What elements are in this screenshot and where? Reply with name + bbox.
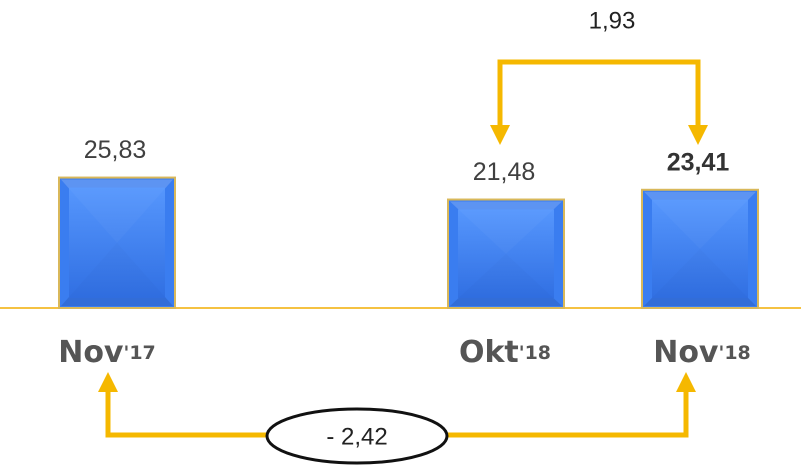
bracket-bottom-right <box>446 372 696 438</box>
annotation-ellipse <box>265 407 449 465</box>
bracket-top <box>497 59 708 145</box>
x-tick-label: Okt'18 <box>459 335 551 370</box>
bar-face <box>458 209 554 298</box>
value-label: 25,83 <box>84 136 147 164</box>
bar-face <box>652 199 748 298</box>
value-label: 23,41 <box>667 148 730 176</box>
bar-face <box>69 187 165 298</box>
value-label: 21,48 <box>473 158 536 186</box>
annotation: 1,93 <box>589 7 636 34</box>
annotation: - 2,42 <box>326 423 387 450</box>
x-tick-label: Nov'17 <box>58 335 156 370</box>
x-tick-label: Nov'18 <box>653 335 751 370</box>
bracket-bottom-left <box>98 372 268 438</box>
